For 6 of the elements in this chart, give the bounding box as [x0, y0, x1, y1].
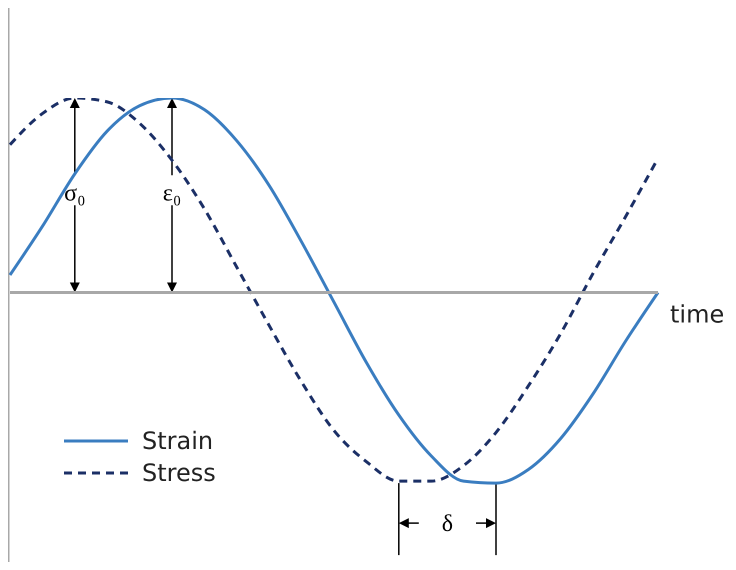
annotation: ε₀	[162, 180, 182, 206]
text: δ	[442, 511, 454, 538]
x-axis-title: time	[670, 300, 724, 328]
legend-label: Stress	[142, 459, 216, 487]
annotation: σ₀	[64, 180, 86, 206]
legend-label: Strain	[142, 427, 214, 455]
